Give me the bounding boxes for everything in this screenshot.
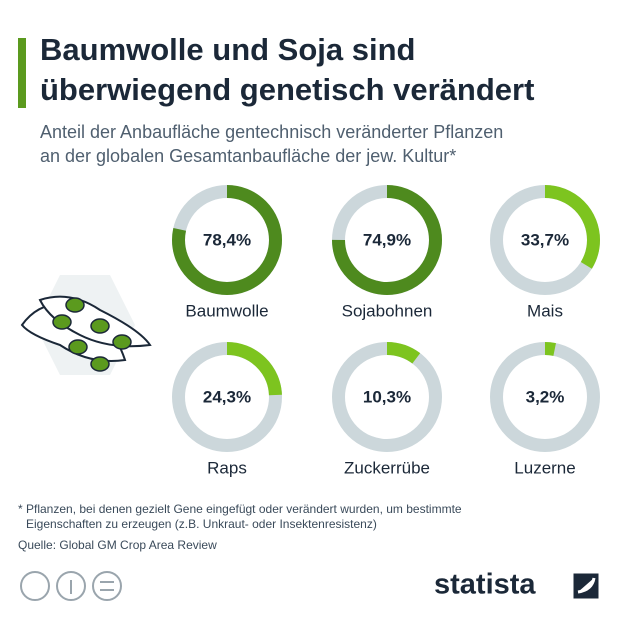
- donut-arc: [490, 185, 600, 295]
- soy-illustration: [20, 275, 152, 375]
- category-label: Sojabohnen: [342, 301, 433, 320]
- donut-arc: [490, 342, 600, 452]
- value-label: 78,4%: [203, 230, 251, 249]
- value-label: 10,3%: [363, 387, 411, 406]
- category-label: Raps: [207, 458, 247, 477]
- value-label: 74,9%: [363, 230, 411, 249]
- donut-arc: [172, 342, 282, 452]
- brand-logo: statista: [434, 569, 536, 601]
- chart-subtitle: an der globalen Gesamtanbaufläche der je…: [40, 146, 456, 166]
- category-label: Zuckerrübe: [344, 458, 430, 477]
- footnote: Eigenschaften zu erzeugen (z.B. Unkraut-…: [26, 517, 377, 531]
- title-accent: [18, 38, 26, 108]
- category-label: Luzerne: [514, 458, 575, 477]
- chart-title: Baumwolle und Soja sind: [40, 32, 415, 67]
- category-label: Baumwolle: [185, 301, 268, 320]
- license-icons: [20, 571, 122, 601]
- value-label: 24,3%: [203, 387, 251, 406]
- donut-arc: [172, 185, 282, 295]
- donut-arc: [332, 185, 442, 295]
- category-label: Mais: [527, 301, 563, 320]
- value-label: 33,7%: [521, 230, 569, 249]
- chart-subtitle: Anteil der Anbaufläche gentechnisch verä…: [40, 122, 503, 142]
- value-label: 3,2%: [526, 387, 565, 406]
- donut-arc: [332, 342, 442, 452]
- brand-icon: [570, 570, 602, 602]
- source: Quelle: Global GM Crop Area Review: [18, 538, 217, 552]
- footnote: * Pflanzen, bei denen gezielt Gene einge…: [18, 502, 462, 516]
- chart-title: überwiegend genetisch verändert: [40, 72, 534, 107]
